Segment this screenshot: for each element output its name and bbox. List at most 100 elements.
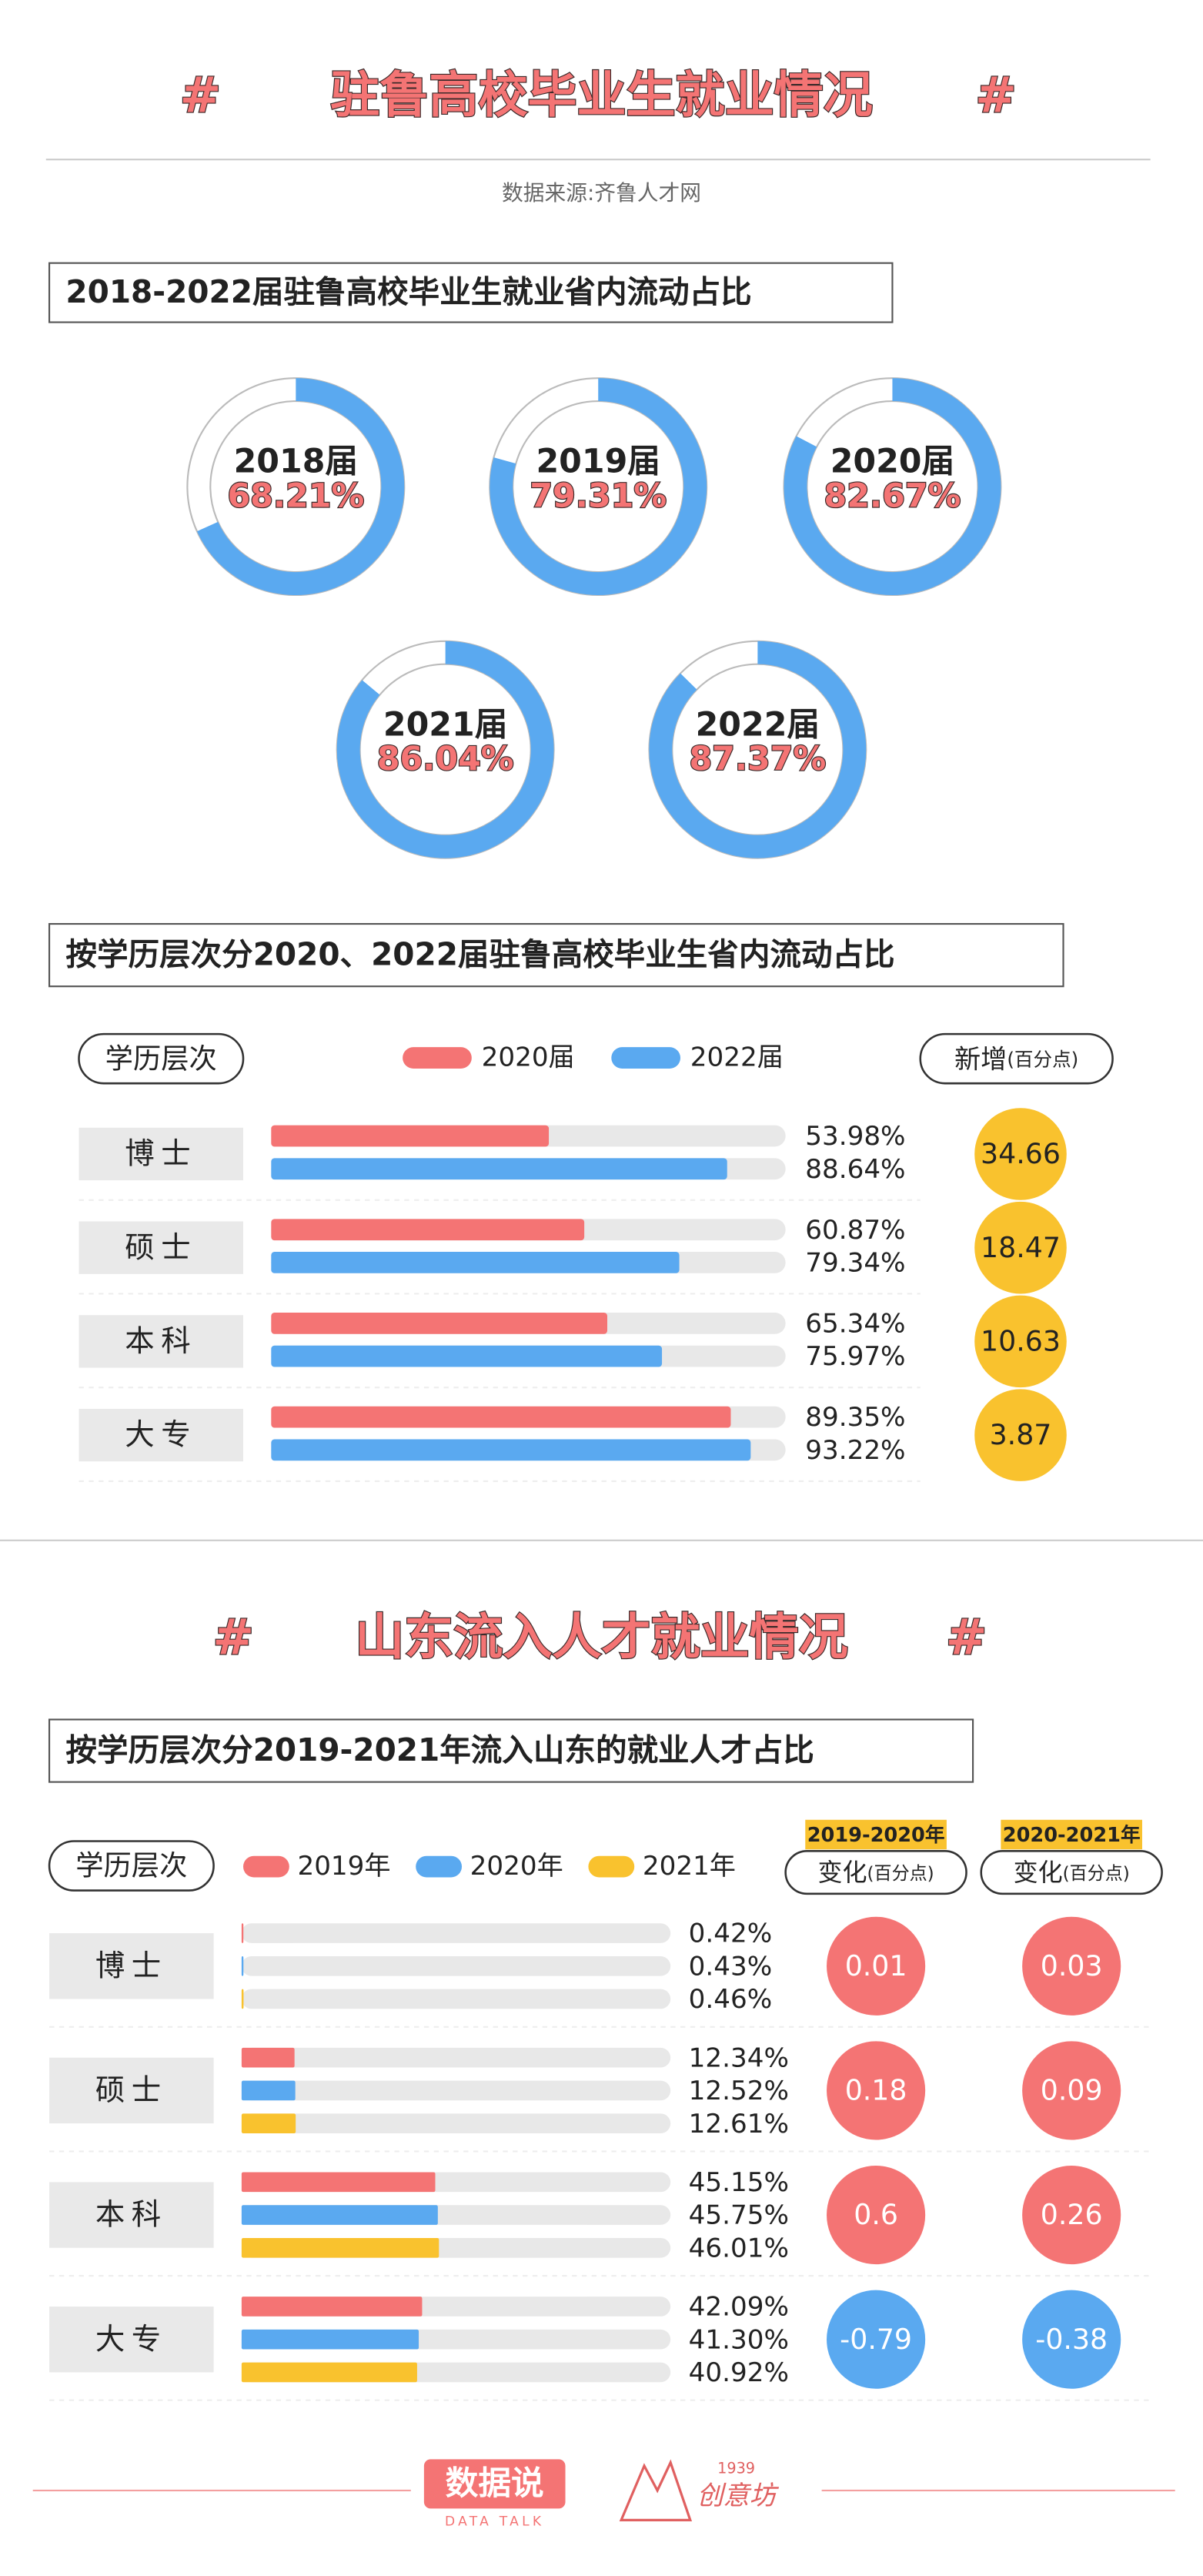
- value-label: 40.92%: [689, 2357, 789, 2388]
- value-label: 0.43%: [689, 1951, 773, 1982]
- bar-track: [241, 1989, 671, 2009]
- bar: [241, 2205, 438, 2225]
- donut-arc: [490, 378, 707, 595]
- source: 数据来源:齐鲁人才网: [502, 180, 701, 206]
- bar: [271, 1439, 751, 1461]
- partner: 创意坊: [697, 2481, 779, 2511]
- brand-sub: DATA TALK: [445, 2514, 544, 2530]
- bar: [241, 2080, 296, 2101]
- donut-value: 82.67%: [824, 477, 961, 516]
- bar: [271, 1313, 608, 1334]
- page-title: 驻鲁高校毕业生就业情况: [330, 68, 873, 125]
- value-label: 0.46%: [689, 1984, 773, 2015]
- legend-swatch: [416, 1855, 463, 1878]
- section-box: [48, 1718, 974, 1783]
- donut-label: 2022届: [696, 705, 820, 744]
- value-label: 89.35%: [805, 1402, 905, 1433]
- change-value: 3.87: [990, 1418, 1052, 1451]
- bar: [241, 2297, 423, 2317]
- header-pill: [980, 1850, 1163, 1895]
- legend-swatch: [403, 1047, 472, 1069]
- header-pill: [78, 1032, 245, 1085]
- change-circle: [1022, 1916, 1121, 2016]
- header-unit: (百分点): [1063, 1864, 1130, 1884]
- header-pill: [784, 1850, 967, 1895]
- category-label: 本科: [125, 1324, 197, 1359]
- category-box: [79, 1315, 244, 1368]
- bar-track: [241, 1923, 671, 1943]
- value-label: 88.64%: [805, 1154, 905, 1185]
- donut-value: 79.31%: [530, 477, 667, 516]
- legend-label: 2020年: [470, 1851, 563, 1882]
- partner-logo: [619, 2459, 693, 2521]
- value-label: 42.09%: [689, 2292, 789, 2323]
- header-pill: [48, 1840, 215, 1892]
- change-circle: [974, 1389, 1067, 1481]
- bar: [271, 1219, 585, 1241]
- change-value: 0.18: [845, 2074, 907, 2107]
- bar: [241, 1955, 244, 1976]
- change-value: 0.6: [854, 2198, 898, 2231]
- category-box: [79, 1221, 244, 1274]
- header-label: 新增(百分点): [954, 1044, 1078, 1075]
- header-unit: (百分点): [1007, 1048, 1078, 1070]
- bar: [271, 1345, 663, 1367]
- brand: 数据说: [446, 2464, 544, 2503]
- header-label: 学历层次: [105, 1042, 217, 1075]
- donut-arc: [336, 641, 554, 858]
- change-circle: [1022, 2290, 1121, 2389]
- bar: [241, 2329, 419, 2350]
- section-title: 2018-2022届驻鲁高校毕业生就业省内流动占比: [65, 273, 751, 310]
- change-value: 34.66: [981, 1137, 1061, 1170]
- value-label: 75.97%: [805, 1341, 905, 1372]
- header-text: 学历层次: [75, 1849, 187, 1882]
- title-hash: #: [975, 68, 1017, 125]
- change-value: 0.09: [1041, 2074, 1103, 2107]
- donut-label: 2021届: [383, 705, 507, 744]
- change-circle: [1022, 2041, 1121, 2140]
- donut-label: 2018届: [234, 443, 359, 481]
- value-label: 60.87%: [805, 1215, 905, 1246]
- header-text: 新增: [954, 1044, 1007, 1075]
- change-circle: [827, 1916, 926, 2016]
- brand-badge: [423, 2459, 566, 2509]
- donut-label: 2020届: [830, 443, 955, 481]
- category-label: 硕士: [125, 1230, 197, 1265]
- legend-label: 2019年: [297, 1851, 390, 1882]
- bar: [271, 1158, 727, 1180]
- period-label: 2019-2020年: [807, 1823, 945, 1847]
- bar: [241, 2172, 436, 2193]
- category-box: [49, 2182, 214, 2248]
- donut-value: 68.21%: [227, 477, 364, 516]
- legend-label: 2020届: [482, 1042, 575, 1073]
- change-value: -0.38: [1035, 2323, 1108, 2356]
- header-label: 变化(百分点): [818, 1858, 934, 1887]
- category-box: [79, 1408, 244, 1462]
- value-label: 41.30%: [689, 2324, 789, 2355]
- change-circle: [827, 2041, 926, 2140]
- bar: [241, 2113, 296, 2133]
- header-label: 变化(百分点): [1014, 1858, 1130, 1887]
- title-hash: #: [180, 68, 222, 125]
- title-hash: #: [946, 1610, 987, 1667]
- header-text: 变化: [1014, 1858, 1063, 1887]
- donut-value: 87.37%: [689, 740, 826, 778]
- value-label: 93.22%: [805, 1435, 905, 1466]
- partner-year: 1939: [717, 2460, 755, 2477]
- period-badge: [805, 1819, 947, 1850]
- legend-label: 2021年: [643, 1851, 736, 1882]
- bar-track: [241, 2047, 671, 2068]
- bar: [241, 2237, 439, 2258]
- legend-swatch: [243, 1855, 289, 1878]
- bar-track: [241, 1955, 671, 1976]
- value-label: 12.61%: [689, 2109, 789, 2139]
- header-text: 学历层次: [105, 1042, 217, 1075]
- change-value: 0.01: [845, 1949, 907, 1982]
- change-value: 18.47: [981, 1231, 1061, 1264]
- bar-track: [241, 2113, 671, 2133]
- legend-swatch: [611, 1047, 680, 1069]
- donut-label: 2019届: [536, 443, 660, 481]
- donut-value: 86.04%: [377, 740, 514, 778]
